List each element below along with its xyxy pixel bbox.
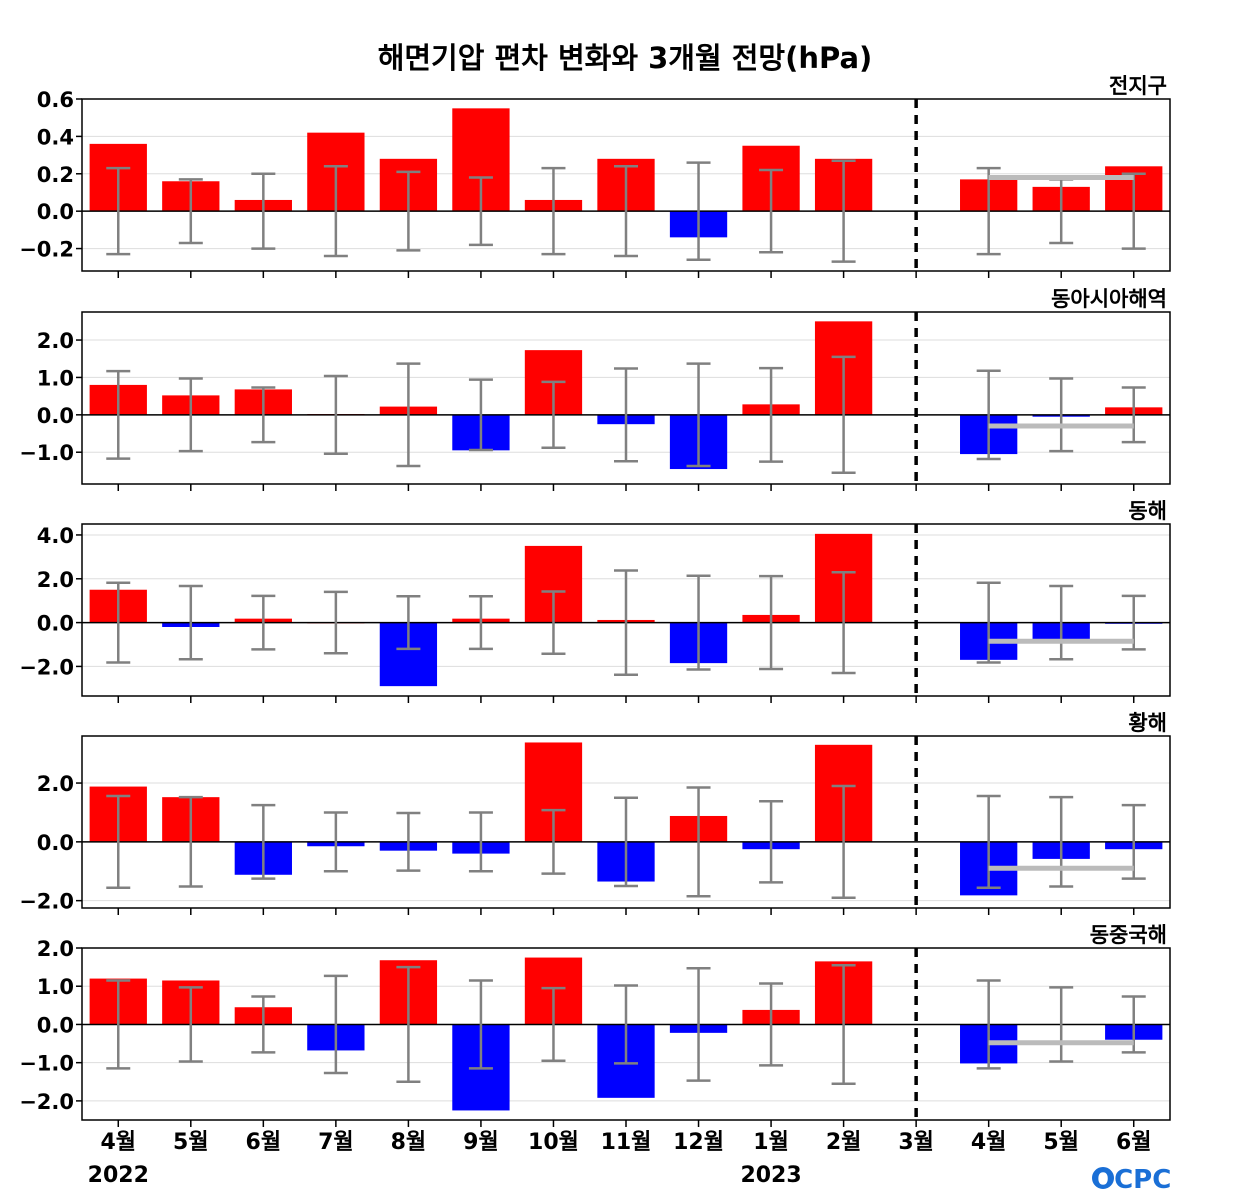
y-tick-label: 2.0 — [37, 772, 74, 796]
x-tick-label: 9월 — [463, 1130, 499, 1155]
y-tick-label: −1.0 — [19, 441, 74, 465]
x-tick-label: 10월 — [528, 1130, 579, 1155]
year-label: 2022 — [88, 1163, 149, 1188]
x-axis: 4월 5월 6월 7월 8월 9월 10월 11월 12월 1월 2월 3월 4월 5월 6월 2022 202… — [88, 1130, 1152, 1188]
y-tick-label: 2.0 — [37, 568, 74, 592]
chart-title: 해면기압 편차 변화와 3개월 전망(hPa) — [378, 41, 873, 75]
y-tick-label: 4.0 — [37, 524, 74, 548]
panel-title: 동중국해 — [1090, 923, 1167, 947]
y-tick-label: −1.0 — [19, 1052, 74, 1076]
y-tick-label: 0.0 — [37, 612, 74, 636]
x-tick-label: 5월 — [1043, 1130, 1079, 1155]
x-tick-label: 5월 — [173, 1130, 209, 1155]
panel-4: −2.0 0.0 2.0 황해 — [19, 711, 1171, 915]
y-tick-label: 0.6 — [37, 88, 74, 112]
y-tick-label: 2.0 — [37, 329, 74, 353]
y-tick-label: 0.0 — [37, 200, 74, 224]
panel-title: 동해 — [1128, 499, 1167, 523]
y-tick-label: 2.0 — [37, 937, 74, 961]
x-tick-label: 3월 — [898, 1130, 934, 1155]
panel-frame — [81, 735, 1171, 909]
x-tick-label: 11월 — [601, 1130, 652, 1155]
y-tick-label: 0.2 — [37, 163, 74, 187]
x-tick-label: 4월 — [100, 1130, 136, 1155]
panel-3: −2.0 0.0 2.0 4.0 동해 — [19, 499, 1171, 703]
x-tick-label: 4월 — [971, 1130, 1007, 1155]
y-tick-label: 1.0 — [37, 366, 74, 390]
x-tick-label: 12월 — [673, 1130, 724, 1155]
panel-2: −1.0 0.0 1.0 2.0 동아시아해역 — [19, 287, 1171, 491]
panel-title: 동아시아해역 — [1051, 287, 1167, 311]
y-tick-label: −2.0 — [19, 655, 74, 679]
panel-frame — [81, 947, 1171, 1121]
panel-5: −2.0 −1.0 0.0 1.0 2.0 동중국해 — [19, 923, 1171, 1127]
y-tick-label: −0.2 — [19, 238, 74, 262]
chart-panels: −0.2 0.0 0.2 0.4 0.6 전지구 −1.0 0.0 1.0 2.0 동아시아해역 −2… — [19, 74, 1171, 1127]
y-tick-label: 1.0 — [37, 975, 74, 999]
ocpc-logo: OCPC — [1092, 1165, 1171, 1195]
x-tick-label: 6월 — [246, 1130, 282, 1155]
panel-1: −0.2 0.0 0.2 0.4 0.6 전지구 — [19, 74, 1171, 278]
x-tick-label: 6월 — [1116, 1130, 1152, 1155]
panel-frame — [81, 98, 1171, 272]
x-tick-label: 1월 — [753, 1130, 789, 1155]
panel-frame — [81, 523, 1171, 697]
y-tick-label: −2.0 — [19, 1090, 74, 1114]
y-tick-label: −2.0 — [19, 890, 74, 914]
y-tick-label: 0.0 — [37, 831, 74, 855]
panel-title: 전지구 — [1109, 74, 1167, 98]
x-tick-label: 2월 — [826, 1130, 862, 1155]
y-tick-label: 0.4 — [37, 125, 74, 149]
panel-frame — [81, 311, 1171, 485]
y-tick-label: 0.0 — [37, 404, 74, 428]
year-label: 2023 — [740, 1163, 801, 1188]
panel-title: 황해 — [1128, 711, 1167, 735]
x-tick-label: 7월 — [318, 1130, 354, 1155]
x-tick-label: 8월 — [391, 1130, 427, 1155]
logo-text: OCPC — [1092, 1165, 1171, 1195]
y-tick-label: 0.0 — [37, 1013, 74, 1037]
